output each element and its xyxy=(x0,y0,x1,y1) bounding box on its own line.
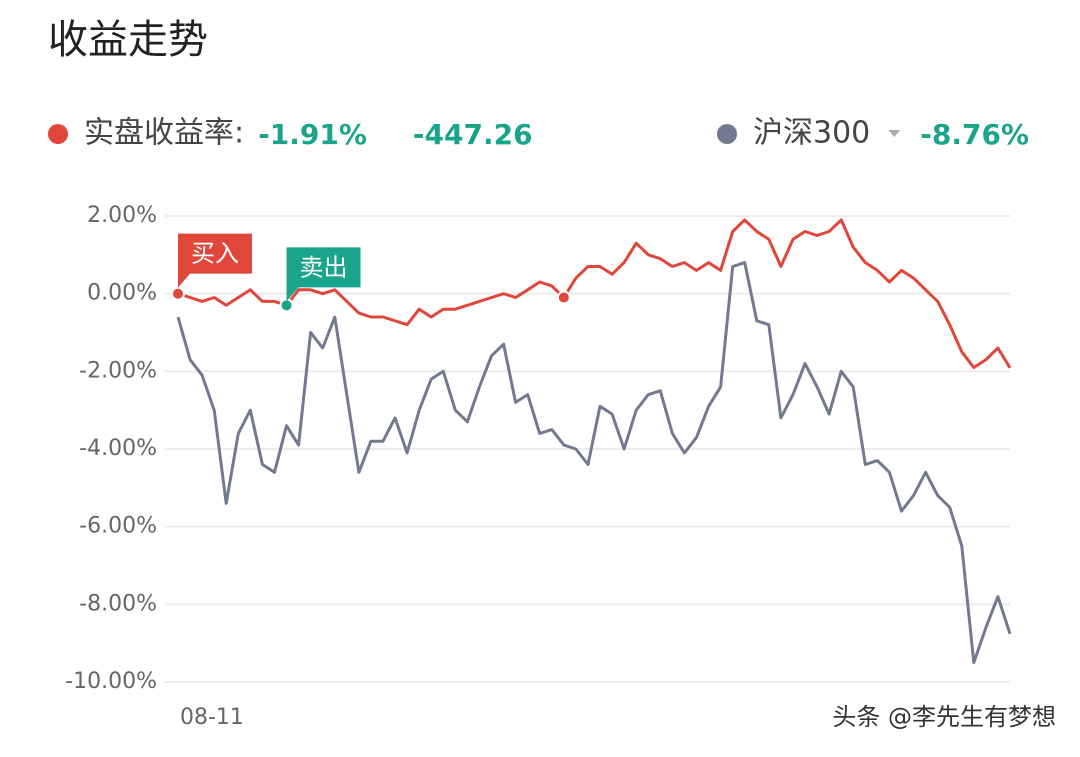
legend-marker xyxy=(717,124,737,144)
legend-label: 沪深300 xyxy=(753,116,870,151)
dropdown-icon xyxy=(888,130,901,137)
chart-title: 收益走势 xyxy=(48,17,208,63)
legend-marker xyxy=(48,124,68,144)
annotation-tag xyxy=(178,233,252,288)
legend-stat: -8.76% xyxy=(920,118,1029,151)
legend-label: 实盘收益率: xyxy=(84,116,244,151)
legend-stat: -1.91% xyxy=(258,118,367,151)
series-line xyxy=(177,218,1012,369)
annotation-tag xyxy=(286,247,361,302)
annotation-label: 卖出 xyxy=(300,253,348,281)
y-tick-label: -8.00% xyxy=(79,591,157,616)
legend-stat: -447.26 xyxy=(413,118,533,151)
series-line xyxy=(176,261,1012,665)
annotation-dot xyxy=(171,286,185,301)
watermark: 头条 @李先生有梦想 xyxy=(832,703,1056,731)
y-tick-label: -2.00% xyxy=(79,358,157,383)
y-tick-label: -10.00% xyxy=(65,669,157,694)
y-tick-label: -6.00% xyxy=(79,514,157,539)
y-tick-label: 0.00% xyxy=(87,281,157,306)
annotation-label: 买入 xyxy=(191,240,239,268)
trade-marker xyxy=(556,290,571,305)
x-tick-label: 08-11 xyxy=(180,705,244,730)
y-tick-label: -4.00% xyxy=(79,436,157,461)
y-tick-label: 2.00% xyxy=(87,203,157,228)
